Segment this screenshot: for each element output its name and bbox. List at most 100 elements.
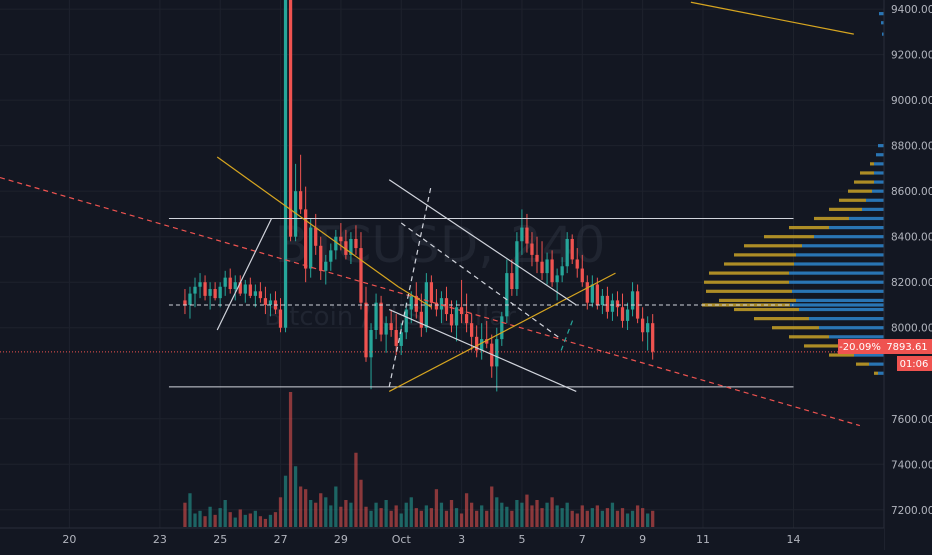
volume-bar [475,510,479,527]
candle-body [334,236,338,251]
volume-bar [344,500,348,527]
candle-body [329,250,333,262]
candle-body [540,261,544,274]
profile-row-up [878,144,884,148]
volume-bar [243,514,247,527]
price-tick-label: 8800.00 [891,141,932,153]
profile-row-up [789,280,884,284]
volume-bar [530,505,534,527]
volume-bar [515,500,519,527]
volume-bar [449,500,454,527]
profile-row-up [872,189,884,193]
volume-bar [334,486,338,527]
symbol-watermark: BTCUSD, 240 Bitcoin / U.S. Dollar [264,216,605,332]
profile-row-down [764,235,814,239]
price-tick-label: 8400.00 [891,232,932,244]
time-tick-label: 20 [62,533,76,546]
volume-bar [349,502,353,527]
candle-body [263,298,268,305]
volume-bar [394,505,398,527]
last-price-text: 7893.61 [886,342,927,353]
time-axis[interactable] [0,528,884,550]
volume-bar [283,475,288,527]
volume-bar [429,508,434,527]
profile-row-down [870,162,874,166]
volume-bar [555,505,559,527]
candle-body [469,323,474,337]
volume-bar [480,505,484,527]
time-tick-label: 5 [518,533,525,546]
watermark-symbol: BTCUSD, 240 [275,216,606,274]
candle-body [319,245,323,271]
candle-body [223,277,227,287]
candle-body [625,309,630,321]
trend-line [388,184,433,388]
grid [0,0,884,528]
candle-body [268,300,273,305]
volume-bar [359,479,363,527]
candle-body [409,295,413,310]
candle-body [585,282,589,303]
candle-body [364,302,368,358]
candle-body [565,238,569,267]
volume-bar [640,508,645,527]
time-tick-label: 25 [213,533,227,546]
candle-body [500,316,504,340]
profile-row-down [874,371,878,375]
candle-body [309,227,313,269]
candles[interactable] [183,0,655,392]
candle-body [505,273,509,317]
candle-body [238,282,242,294]
drawings[interactable] [0,1,861,427]
volume-bar [364,506,368,527]
volume-bar [298,486,303,527]
volume-bar [329,505,333,527]
countdown-text: 01:06 [900,359,929,370]
profile-row-down [719,298,796,303]
candle-body [404,309,408,333]
profile-row-up [792,289,884,293]
profile-row-down [734,307,799,312]
volume-bar [485,510,489,527]
volume-bar [615,510,620,527]
volume-bar [525,494,529,527]
profile-row-up [879,12,884,16]
volume-bar [434,489,439,527]
trend-line [560,318,574,351]
volume-bar [630,510,635,527]
candle-body [485,339,489,344]
candle-body [278,309,283,328]
profile-row-down [829,207,862,211]
price-tick-label: 7200.00 [891,505,932,517]
volume-bars [183,392,655,527]
candle-body [248,284,252,296]
price-axis-labels: 9400.00 9200.00 9000.00 8800.00 8600.00 8400.… [891,4,932,517]
volume-bar [510,510,514,527]
profile-row-up [882,32,884,36]
volume-bar [459,513,464,527]
time-tick-label: 7 [579,533,586,546]
candle-body [630,291,635,310]
volume-bar [495,497,499,527]
profile-row-up [874,180,884,184]
volume-bar [424,505,428,527]
volume-bar [384,500,388,527]
profile-row-down [789,335,829,339]
volume-bar [389,510,393,527]
trend-line [388,179,577,306]
candle-body [344,241,348,255]
volume-bar [550,497,554,527]
profile-row-up [794,262,884,266]
volume-bar [625,513,630,527]
candle-body [369,330,373,358]
volume-bar [490,486,494,527]
change-badge [838,339,882,354]
profile-row-down [854,180,874,184]
candle-body [324,261,328,271]
volume-bar [223,500,227,527]
price-axis[interactable] [884,0,932,550]
profile-row-down [839,198,866,202]
